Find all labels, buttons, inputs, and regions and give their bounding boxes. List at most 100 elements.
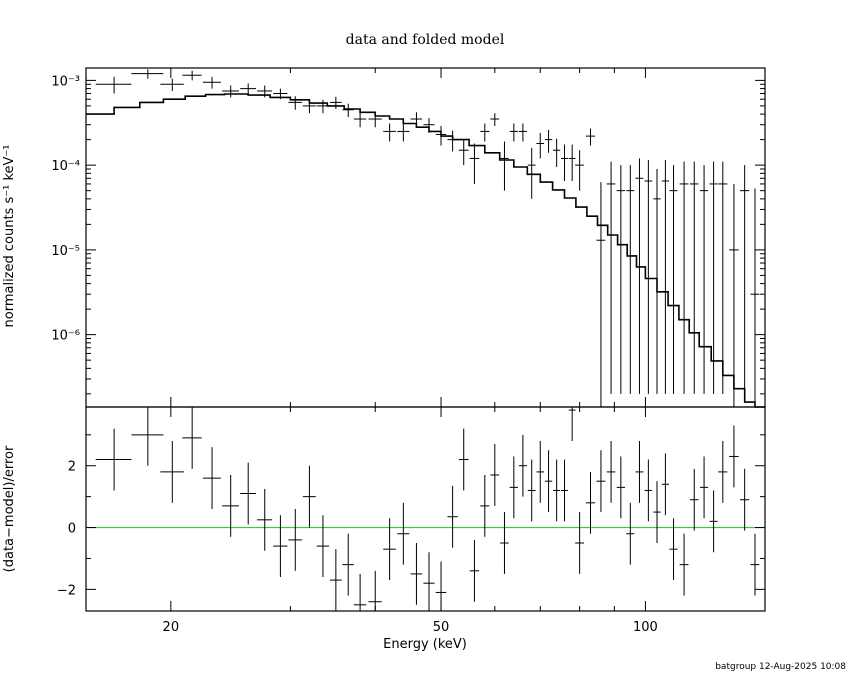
residual-point bbox=[606, 441, 616, 503]
data-point bbox=[527, 147, 536, 199]
data-point bbox=[202, 76, 221, 89]
residual-point bbox=[500, 512, 509, 574]
data-point bbox=[596, 182, 606, 407]
residual-point bbox=[469, 539, 480, 602]
top-panel-frame bbox=[85, 67, 766, 408]
folded-model-line bbox=[86, 93, 765, 408]
data-point bbox=[709, 161, 718, 394]
data-point bbox=[397, 123, 410, 142]
data-point bbox=[536, 132, 545, 159]
x-tick-label: 100 bbox=[633, 620, 658, 635]
residual-point bbox=[202, 447, 221, 509]
residual-point bbox=[490, 444, 500, 506]
data-point bbox=[644, 159, 653, 394]
data-point bbox=[222, 85, 239, 98]
data-point bbox=[518, 123, 527, 142]
footer-credit: batgroup 12-Aug-2025 10:08 bbox=[715, 662, 846, 672]
residual-point bbox=[718, 441, 728, 503]
residual-data-points bbox=[95, 407, 760, 611]
data-point bbox=[544, 129, 553, 153]
data-point bbox=[718, 161, 728, 394]
residual-point bbox=[410, 543, 423, 605]
data-point bbox=[626, 165, 635, 394]
data-point bbox=[669, 165, 678, 394]
data-point bbox=[661, 159, 669, 394]
data-point bbox=[490, 113, 500, 126]
bottom-y-ticks: 2 0 −2 bbox=[57, 434, 765, 598]
residual-point bbox=[661, 453, 669, 516]
data-point bbox=[739, 165, 750, 394]
residual-point bbox=[240, 462, 257, 525]
residual-point bbox=[447, 485, 458, 548]
residual-point bbox=[182, 407, 202, 469]
data-point bbox=[182, 70, 202, 81]
data-point bbox=[635, 158, 644, 394]
residual-point bbox=[342, 533, 354, 596]
residual-point bbox=[553, 459, 561, 522]
data-point bbox=[679, 161, 689, 394]
bottom-x-ticks: 20 50 100 bbox=[163, 407, 658, 635]
x-tick-label: 20 bbox=[163, 620, 180, 635]
residual-point bbox=[527, 459, 536, 522]
bottom-y-tick-label: 0 bbox=[68, 522, 76, 537]
data-point bbox=[729, 183, 739, 407]
residual-point bbox=[585, 471, 596, 534]
residual-point bbox=[626, 502, 635, 565]
top-x-ticks bbox=[170, 68, 646, 407]
data-point bbox=[447, 130, 458, 152]
data-point bbox=[288, 96, 302, 110]
data-point bbox=[353, 112, 367, 128]
residual-point bbox=[575, 512, 585, 574]
residual-point bbox=[316, 515, 330, 577]
bottom-panel-frame bbox=[85, 406, 766, 612]
data-point bbox=[689, 161, 699, 394]
residual-point bbox=[653, 481, 661, 543]
data-point bbox=[480, 123, 490, 142]
residual-point bbox=[750, 533, 760, 596]
residual-point bbox=[329, 549, 342, 611]
data-point bbox=[585, 128, 596, 146]
data-point bbox=[699, 165, 709, 394]
data-point bbox=[383, 123, 396, 142]
residual-point bbox=[616, 456, 625, 519]
residual-point bbox=[518, 434, 527, 497]
residual-point bbox=[273, 515, 288, 577]
residual-point bbox=[257, 488, 273, 551]
residual-point bbox=[383, 518, 396, 581]
residual-point bbox=[509, 456, 518, 519]
residual-point bbox=[536, 441, 545, 503]
residual-point bbox=[160, 441, 184, 503]
bottom-y-tick-label: 2 bbox=[68, 460, 76, 475]
residual-point bbox=[729, 425, 739, 488]
residual-point bbox=[458, 428, 469, 491]
spectrum-panel: 10⁻³ 10⁻⁴ 10⁻⁵ 10⁻⁶ normalized counts s⁻¹ k… bbox=[2, 67, 766, 408]
spectrum-data-points bbox=[95, 69, 760, 407]
residual-point bbox=[95, 428, 132, 491]
data-point bbox=[160, 78, 184, 91]
bottom-y-tick-label: −2 bbox=[57, 583, 76, 598]
top-y-tick-label: 10⁻³ bbox=[51, 74, 80, 89]
residual-point bbox=[302, 465, 316, 528]
residual-point bbox=[368, 570, 382, 611]
data-point bbox=[560, 144, 568, 181]
data-point bbox=[616, 165, 625, 394]
residual-point bbox=[739, 468, 750, 531]
top-y-ticks: 10⁻³ 10⁻⁴ 10⁻⁵ 10⁻⁶ bbox=[51, 74, 765, 395]
top-y-tick-label: 10⁻⁵ bbox=[51, 244, 80, 259]
data-point bbox=[95, 76, 132, 94]
x-axis-label: Energy (keV) bbox=[383, 637, 467, 652]
data-point bbox=[458, 139, 469, 166]
residual-point bbox=[699, 456, 709, 519]
chart-title: data and folded model bbox=[346, 32, 505, 48]
data-point bbox=[575, 150, 585, 191]
data-point bbox=[568, 144, 576, 181]
residual-point bbox=[679, 533, 689, 596]
data-point bbox=[329, 96, 342, 109]
top-y-tick-label: 10⁻⁴ bbox=[51, 159, 80, 174]
data-point bbox=[750, 188, 760, 407]
x-tick-label: 50 bbox=[433, 620, 450, 635]
data-point bbox=[606, 161, 616, 394]
top-y-axis-label: normalized counts s⁻¹ keV⁻¹ bbox=[2, 145, 17, 328]
residual-point bbox=[544, 450, 553, 513]
